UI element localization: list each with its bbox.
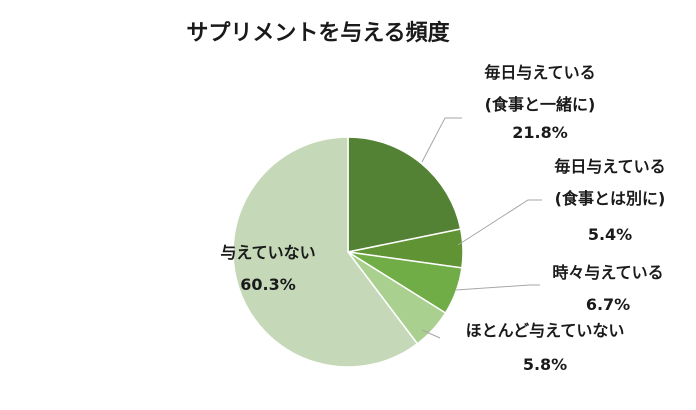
- slice-label-2-line-0: 時々与えている: [552, 263, 663, 282]
- slice-percent-4: 60.3%: [240, 275, 296, 294]
- slice-percent-0: 21.8%: [512, 123, 568, 142]
- leader-line-2: [455, 284, 540, 291]
- slice-label-3-line-0: ほとんど与えていない: [466, 321, 625, 340]
- chart-title: サプリメントを与える頻度: [186, 20, 450, 46]
- slice-label-0-line-1: (食事と一緒に): [485, 95, 596, 114]
- slice-label-0-line-0: 毎日与えている: [484, 63, 595, 82]
- slice-label-4-line-0: 与えていない: [220, 243, 315, 262]
- slice-percent-1: 5.4%: [588, 225, 632, 244]
- slice-percent-3: 5.8%: [523, 355, 567, 374]
- pie-slice-4: [232, 136, 419, 368]
- pie-slice-0: [347, 136, 462, 253]
- leader-line-1: [457, 199, 542, 246]
- leader-line-0: [421, 117, 462, 163]
- slice-label-1-line-1: (食事とは別に): [555, 189, 666, 208]
- slice-label-1-line-0: 毎日与えている: [554, 157, 665, 176]
- leader-line-3: [421, 329, 441, 339]
- slice-percent-2: 6.7%: [586, 295, 630, 314]
